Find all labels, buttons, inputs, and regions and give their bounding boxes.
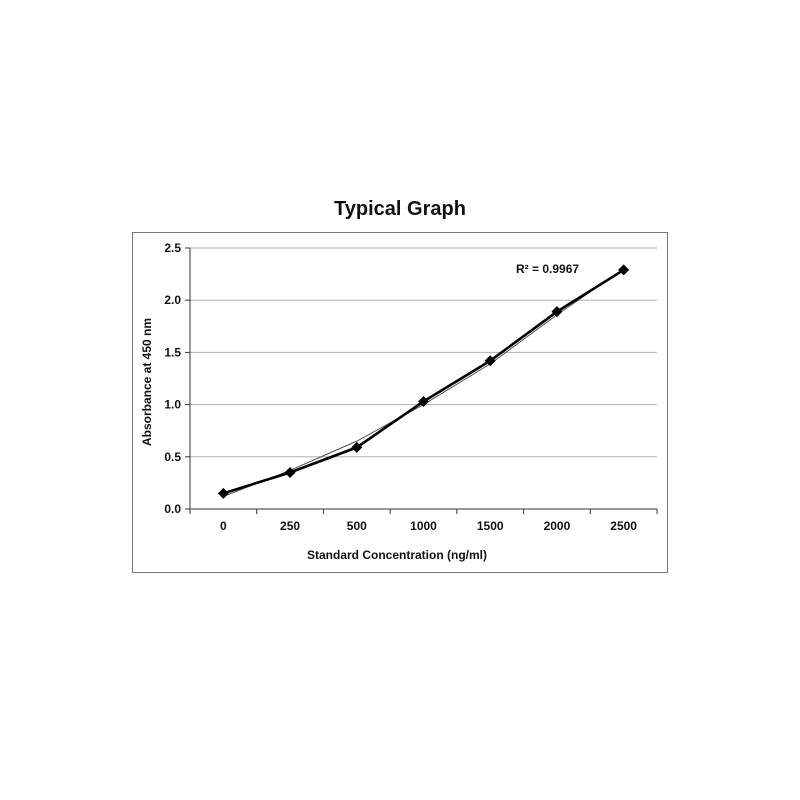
x-tick-label: 1500	[477, 519, 504, 533]
r-squared-annotation: R² = 0.9967	[516, 262, 579, 276]
x-tick-label: 250	[280, 519, 300, 533]
series-path	[222, 268, 625, 495]
y-tick-label: 2.5	[164, 241, 181, 255]
y-tick-label: 0.5	[164, 450, 181, 464]
axes	[185, 247, 658, 514]
grid-lines	[190, 247, 657, 458]
chart-title: Typical Graph	[334, 198, 466, 220]
chart-frame	[132, 232, 668, 573]
y-tick-label: 0.0	[164, 502, 181, 516]
series-line	[222, 268, 625, 495]
data-point	[618, 264, 630, 276]
y-tick-label: 1.0	[164, 398, 181, 412]
x-tick-label: 2500	[610, 519, 637, 533]
x-axis-label: Standard Concentration (ng/ml)	[307, 548, 487, 562]
y-axis-label: Absorbance at 450 nm	[140, 318, 154, 446]
x-tick-label: 500	[347, 519, 367, 533]
data-point	[418, 395, 429, 407]
data-point	[217, 487, 229, 499]
data-point	[351, 441, 363, 453]
y-tick-label: 1.5	[164, 345, 181, 359]
x-tick-label: 2000	[544, 519, 571, 533]
trendline-path	[223, 268, 624, 497]
y-tick-label: 2.0	[164, 293, 181, 307]
x-tick-label: 1000	[410, 519, 437, 533]
tick-labels: 0.0 0.5 1.0 1.5 2.0 2.5 0 250 500 1000 1500 2000 250…	[164, 241, 637, 533]
data-point	[284, 466, 296, 478]
data-point	[551, 306, 563, 318]
x-tick-label: 0	[220, 519, 227, 533]
data-markers	[217, 264, 630, 499]
data-point	[484, 355, 496, 367]
trendline	[223, 268, 624, 497]
